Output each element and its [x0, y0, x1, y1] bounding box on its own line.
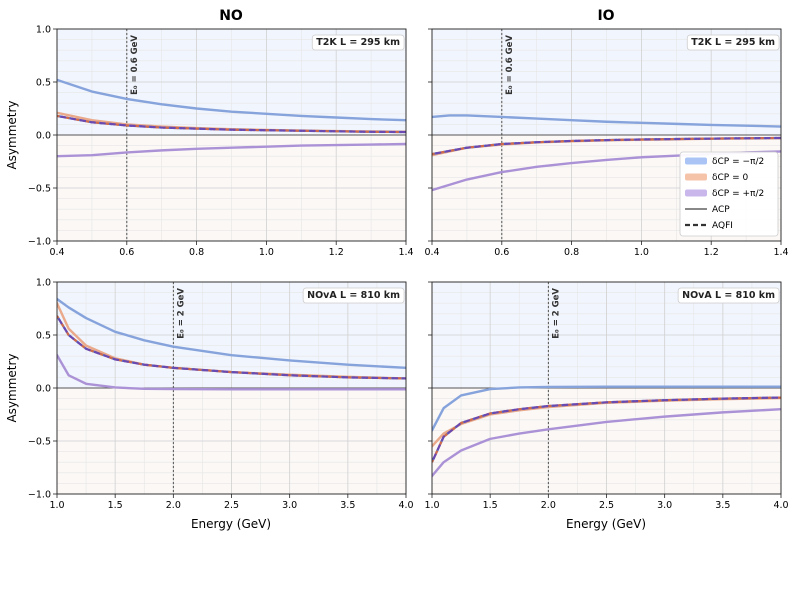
x-tick-label: 4.0 — [398, 500, 413, 511]
series-plus — [57, 142, 406, 158]
series-qfi-dashed-plus — [432, 136, 781, 156]
legend-swatch — [685, 189, 707, 197]
chart-panel-bottom-left: E₀ = 2 GeV 1.0 1.5 2.0 2.5 3.0 3.5 4.0 −1.0 −0.5 0… — [28, 278, 414, 512]
reference-energy-label: E₀ = 0.6 GeV — [505, 35, 515, 95]
ylabel-bottom: Asymmetry — [5, 353, 19, 422]
series-qfi-dashed-plus — [57, 114, 406, 134]
x-tick-label: 1.0 — [259, 247, 274, 258]
y-tick-label: 0.5 — [36, 78, 51, 89]
y-tick-label: −0.5 — [28, 437, 51, 448]
experiment-annotation-box — [677, 287, 780, 304]
experiment-annotation-box — [686, 34, 780, 51]
x-tick-label: 4.0 — [773, 500, 788, 511]
legend-label: δCP = 0 — [712, 173, 748, 183]
y-tick-label: 0.0 — [36, 384, 51, 395]
y-tick-label: −0.5 — [28, 184, 51, 195]
legend-box — [679, 151, 779, 237]
x-tick-label: 3.0 — [657, 500, 672, 511]
experiment-annotation-box — [302, 287, 405, 304]
series-minus — [57, 78, 406, 122]
xlabel-bottom-right: Energy (GeV) — [566, 517, 646, 531]
x-tick-label: 1.5 — [108, 500, 123, 511]
y-tick-label: −1.0 — [28, 490, 51, 501]
experiment-annotation: T2K L = 295 km — [316, 37, 400, 48]
column-title-io: IO — [597, 8, 614, 24]
legend-swatch — [685, 157, 707, 165]
x-tick-label: 1.2 — [329, 247, 344, 258]
x-tick-label: 2.0 — [541, 500, 556, 511]
experiment-annotation: T2K L = 295 km — [691, 37, 775, 48]
x-tick-label: 1.0 — [424, 500, 439, 511]
x-tick-label: 1.0 — [49, 500, 64, 511]
series-minus — [57, 297, 406, 370]
x-tick-label: 2.0 — [166, 500, 181, 511]
x-tick-label: 3.5 — [340, 500, 355, 511]
x-tick-label: 1.5 — [483, 500, 498, 511]
series-qfi-dashed-plus — [57, 315, 406, 380]
ylabel-top: Asymmetry — [5, 100, 19, 169]
y-tick-label: 1.0 — [36, 278, 51, 289]
x-tick-label: 0.8 — [564, 247, 579, 258]
legend-label: ACP — [712, 205, 730, 215]
column-title-no: NO — [219, 8, 243, 24]
x-tick-label: 1.2 — [704, 247, 719, 258]
y-tick-label: 1.0 — [36, 25, 51, 36]
x-tick-label: 1.4 — [773, 247, 788, 258]
x-tick-label: 3.0 — [282, 500, 297, 511]
experiment-annotation: NOvA L = 810 km — [682, 290, 775, 301]
series-plus — [432, 408, 781, 478]
x-tick-label: 0.8 — [189, 247, 204, 258]
reference-energy-label: E₀ = 2 GeV — [551, 288, 561, 339]
xlabel-bottom-left: Energy (GeV) — [191, 517, 271, 531]
series-minus — [432, 385, 781, 432]
series-minus — [432, 114, 781, 128]
series-qfi-dashed-zero — [57, 315, 406, 380]
legend-label: AQFI — [712, 221, 733, 231]
x-tick-label: 3.5 — [715, 500, 730, 511]
chart-panel-top-left: E₀ = 0.6 GeV 0.4 0.6 0.8 1.0 1.2 1.4 −1.0 −0.5 0.… — [28, 25, 414, 259]
x-tick-label: 0.4 — [49, 247, 64, 258]
reference-energy-label: E₀ = 2 GeV — [176, 288, 186, 339]
x-tick-label: 1.0 — [634, 247, 649, 258]
x-tick-label: 1.4 — [398, 247, 413, 258]
x-tick-label: 2.5 — [224, 500, 239, 511]
x-tick-label: 0.6 — [494, 247, 509, 258]
legend: δCP = −π/2 δCP = 0 δCP = +π/2 ACP AQFI — [679, 151, 779, 237]
series-plus — [57, 353, 406, 391]
legend-swatch — [685, 173, 707, 181]
reference-energy-label: E₀ = 0.6 GeV — [130, 35, 140, 95]
x-tick-label: 0.6 — [119, 247, 134, 258]
experiment-annotation: NOvA L = 810 km — [307, 290, 400, 301]
x-tick-label: 0.4 — [424, 247, 439, 258]
y-tick-label: 0.0 — [36, 131, 51, 142]
x-tick-label: 2.5 — [599, 500, 614, 511]
chart-panel-bottom-right: E₀ = 2 GeV 1.0 1.5 2.0 2.5 3.0 3.5 4.0 NOvA L = … — [424, 281, 789, 511]
legend-label: δCP = +π/2 — [712, 189, 764, 199]
legend-label: δCP = −π/2 — [712, 157, 764, 167]
y-tick-label: 0.5 — [36, 331, 51, 342]
experiment-annotation-box — [311, 34, 405, 51]
y-tick-label: −1.0 — [28, 237, 51, 248]
series-qfi-dashed-plus — [432, 396, 781, 463]
